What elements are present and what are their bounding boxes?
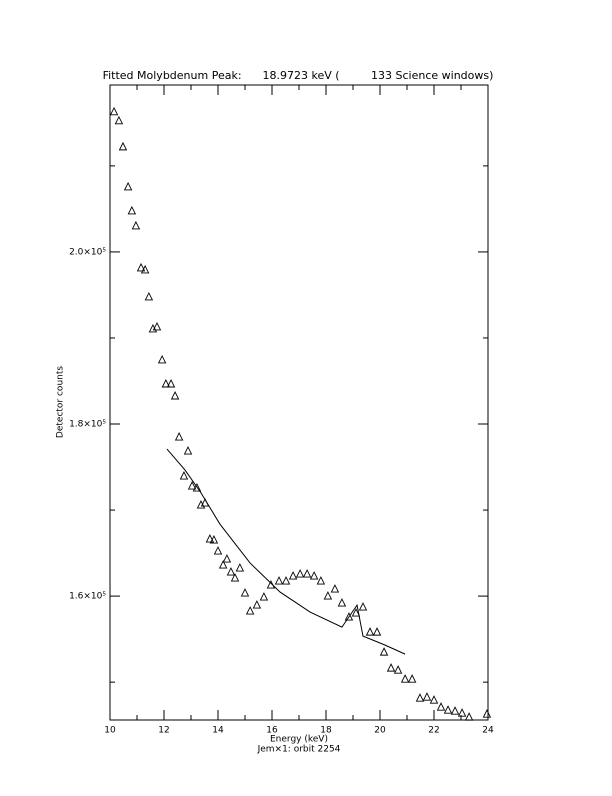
data-point [157,354,167,364]
data-point [140,264,150,274]
x-tick-label: 14 [212,726,224,736]
data-point [109,106,119,116]
data-point [288,571,298,580]
data-point [295,569,305,578]
data-point [436,702,446,711]
data-point [372,627,382,636]
y-tick-label: 2.0×10⁵ [69,247,106,257]
data-point [252,600,262,609]
data-point [187,481,197,490]
data-point [123,181,133,191]
data-point [240,588,250,597]
data-point [281,576,291,585]
data-point [302,569,312,578]
data-point [400,674,410,683]
data-point [274,576,284,585]
data-point [316,576,326,585]
data-point [450,706,460,715]
data-point [218,560,228,569]
x-tick-label: 22 [428,726,439,736]
data-point [192,483,202,492]
data-point [464,712,474,721]
data-point [183,446,193,455]
data-point [337,598,347,607]
data-point [161,378,171,388]
y-tick-label: 1.6×10⁵ [69,592,106,602]
data-point [152,321,162,331]
fit-line [166,448,406,655]
data-point [174,432,184,441]
data-point [330,584,340,593]
data-point [213,546,223,555]
data-point [245,606,255,615]
data-point [259,592,269,601]
y-axis-label: Detector counts [56,366,66,438]
data-point [429,695,439,704]
data-point [358,602,368,611]
data-point [179,471,189,480]
data-point [443,705,453,714]
data-point [166,378,176,388]
data-point [344,612,354,621]
data-point [114,115,124,125]
data-point [209,535,219,544]
subtitle: Jem×1: orbit 2254 [257,745,341,755]
data-point [131,220,141,230]
data-point [407,674,417,683]
y-tick-label: 1.8×10⁵ [69,420,106,430]
data-point [230,573,240,582]
data-point [127,205,137,215]
chart-title: Fitted Molybdenum Peak: 18.9723 keV ( 13… [103,69,494,82]
x-tick-label: 20 [374,726,386,736]
data-point [170,390,180,400]
x-tick-label: 10 [104,726,116,736]
data-point [351,608,361,617]
x-tick-label: 24 [482,726,494,736]
data-point [118,141,128,151]
x-tick-label: 12 [158,726,169,736]
x-axis-label: Energy (keV) [270,735,328,745]
data-point [457,708,467,717]
data-point [422,692,432,701]
data-point [482,709,492,718]
data-point [309,571,319,580]
data-point [393,665,403,674]
data-point [144,291,154,301]
data-point [415,693,425,702]
x-tick-label: 18 [320,726,332,736]
data-point [205,534,215,543]
data-point [386,663,396,672]
data-point [235,563,245,572]
data-point [222,554,232,563]
data-point [136,262,146,272]
data-point [365,627,375,636]
data-point [323,591,333,600]
x-tick-label: 16 [266,726,278,736]
data-point [226,567,236,576]
data-point [379,647,389,656]
